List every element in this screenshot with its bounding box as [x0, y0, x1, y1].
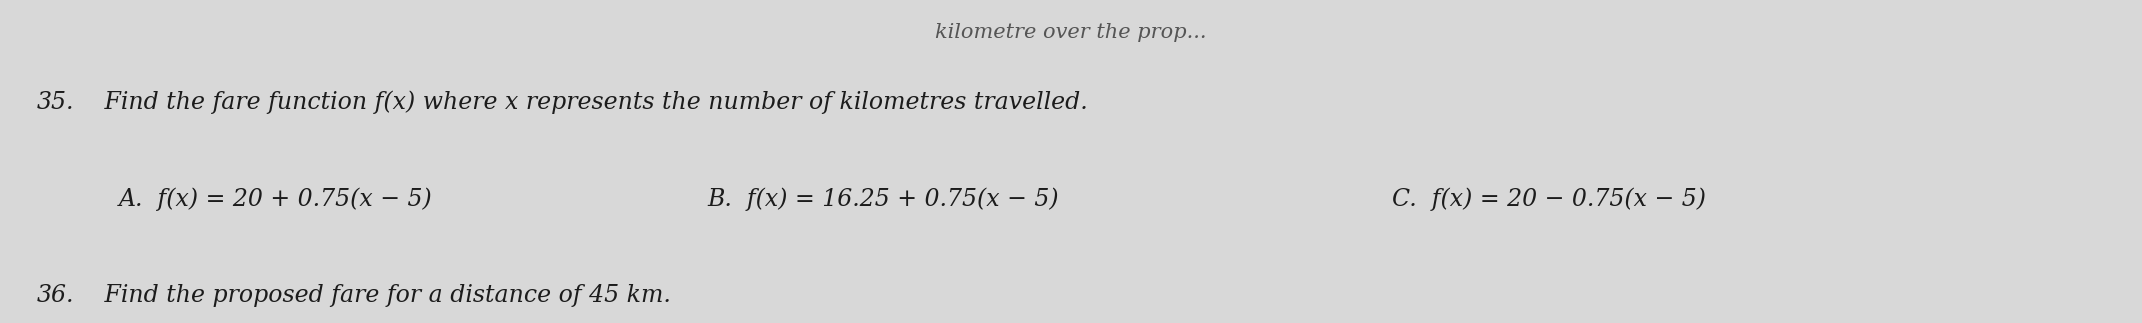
- Text: 36.: 36.: [36, 284, 75, 307]
- Text: 35.: 35.: [36, 91, 75, 114]
- Text: kilometre over the prop...: kilometre over the prop...: [936, 23, 1206, 42]
- Text: A.  f(x) = 20 + 0.75(x − 5): A. f(x) = 20 + 0.75(x − 5): [118, 187, 433, 211]
- Text: C.  f(x) = 20 − 0.75(x − 5): C. f(x) = 20 − 0.75(x − 5): [1392, 187, 1705, 211]
- Text: Find the fare function f(x) where x represents the number of kilometres travelle: Find the fare function f(x) where x repr…: [96, 91, 1088, 114]
- Text: B.  f(x) = 16.25 + 0.75(x − 5): B. f(x) = 16.25 + 0.75(x − 5): [707, 187, 1058, 211]
- Text: Find the proposed fare for a distance of 45 km.: Find the proposed fare for a distance of…: [96, 284, 670, 307]
